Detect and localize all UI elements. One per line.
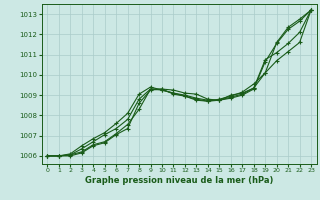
X-axis label: Graphe pression niveau de la mer (hPa): Graphe pression niveau de la mer (hPa) bbox=[85, 176, 273, 185]
